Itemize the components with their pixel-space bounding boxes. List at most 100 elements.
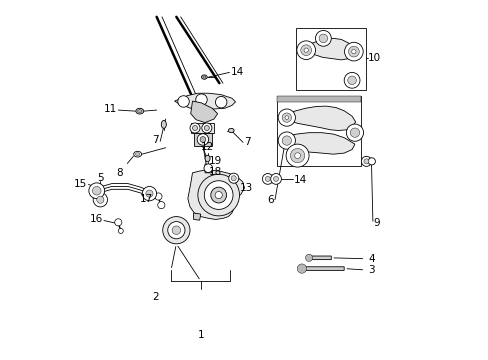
Circle shape <box>142 186 156 201</box>
Circle shape <box>344 42 363 61</box>
Circle shape <box>344 72 359 88</box>
Circle shape <box>215 96 226 108</box>
Circle shape <box>347 76 356 85</box>
Circle shape <box>349 128 359 137</box>
Circle shape <box>285 144 308 167</box>
Text: 1: 1 <box>197 330 203 340</box>
Text: 3: 3 <box>346 265 374 275</box>
Ellipse shape <box>201 75 207 79</box>
Text: 14: 14 <box>293 175 306 185</box>
Ellipse shape <box>228 129 234 133</box>
Circle shape <box>304 48 308 52</box>
Ellipse shape <box>161 121 166 129</box>
Circle shape <box>204 126 209 131</box>
Circle shape <box>282 136 291 145</box>
Circle shape <box>200 136 205 142</box>
Circle shape <box>265 176 270 181</box>
Circle shape <box>195 94 207 105</box>
Polygon shape <box>306 256 330 260</box>
Text: 7: 7 <box>152 135 159 145</box>
Text: 18: 18 <box>208 167 222 177</box>
Polygon shape <box>204 164 211 173</box>
Polygon shape <box>300 267 344 270</box>
Circle shape <box>231 176 236 181</box>
Text: 8: 8 <box>116 156 133 178</box>
Circle shape <box>319 34 327 42</box>
Text: 11: 11 <box>104 104 117 114</box>
Circle shape <box>115 219 122 226</box>
Bar <box>296 28 366 90</box>
Ellipse shape <box>137 110 142 113</box>
Text: 6: 6 <box>267 195 274 205</box>
Circle shape <box>228 173 238 183</box>
Circle shape <box>178 96 189 107</box>
Circle shape <box>348 46 359 57</box>
Circle shape <box>285 116 288 120</box>
Circle shape <box>92 186 101 195</box>
Circle shape <box>190 123 200 133</box>
Ellipse shape <box>204 155 210 162</box>
Polygon shape <box>193 213 201 220</box>
Circle shape <box>273 176 278 181</box>
Circle shape <box>351 49 355 54</box>
Circle shape <box>346 124 363 141</box>
Ellipse shape <box>203 76 205 78</box>
Circle shape <box>155 193 162 200</box>
Circle shape <box>197 134 208 145</box>
Circle shape <box>290 148 304 163</box>
Circle shape <box>145 190 153 197</box>
Circle shape <box>167 222 184 239</box>
Text: 17: 17 <box>139 194 152 204</box>
Circle shape <box>297 264 306 273</box>
Bar <box>276 96 360 102</box>
Circle shape <box>296 41 315 59</box>
Circle shape <box>300 45 311 55</box>
Text: 15: 15 <box>73 179 86 189</box>
Circle shape <box>294 153 300 158</box>
Ellipse shape <box>135 153 140 156</box>
Circle shape <box>203 164 212 172</box>
Text: 10: 10 <box>367 53 381 63</box>
Circle shape <box>262 174 273 184</box>
Circle shape <box>361 156 371 166</box>
Circle shape <box>192 126 197 131</box>
Circle shape <box>367 158 375 165</box>
Polygon shape <box>285 106 355 131</box>
Circle shape <box>210 187 226 203</box>
Circle shape <box>93 193 107 207</box>
Polygon shape <box>187 170 244 220</box>
Circle shape <box>202 123 211 133</box>
Polygon shape <box>174 93 235 109</box>
Circle shape <box>97 196 104 203</box>
Polygon shape <box>194 134 211 146</box>
Text: 5: 5 <box>97 173 103 183</box>
Polygon shape <box>190 123 214 134</box>
Circle shape <box>172 226 180 234</box>
Circle shape <box>315 31 330 46</box>
Circle shape <box>363 159 368 164</box>
Polygon shape <box>285 133 354 154</box>
Ellipse shape <box>133 151 142 157</box>
Text: 16: 16 <box>89 215 102 224</box>
Text: 9: 9 <box>373 218 380 228</box>
Circle shape <box>278 132 295 149</box>
Ellipse shape <box>136 108 143 114</box>
Text: 13: 13 <box>240 183 253 193</box>
Circle shape <box>305 254 312 261</box>
Circle shape <box>163 217 190 244</box>
Circle shape <box>118 228 123 233</box>
Text: 7: 7 <box>244 138 251 147</box>
Text: 14: 14 <box>230 67 244 77</box>
Text: 4: 4 <box>333 254 374 264</box>
Circle shape <box>158 202 164 209</box>
Polygon shape <box>304 39 354 60</box>
Text: 2: 2 <box>152 292 159 302</box>
Circle shape <box>204 181 233 210</box>
Circle shape <box>198 174 239 216</box>
Circle shape <box>278 109 295 126</box>
Circle shape <box>282 113 291 122</box>
Text: 12: 12 <box>201 142 214 152</box>
Circle shape <box>215 192 222 199</box>
Text: 19: 19 <box>208 156 222 166</box>
Polygon shape <box>190 101 217 123</box>
